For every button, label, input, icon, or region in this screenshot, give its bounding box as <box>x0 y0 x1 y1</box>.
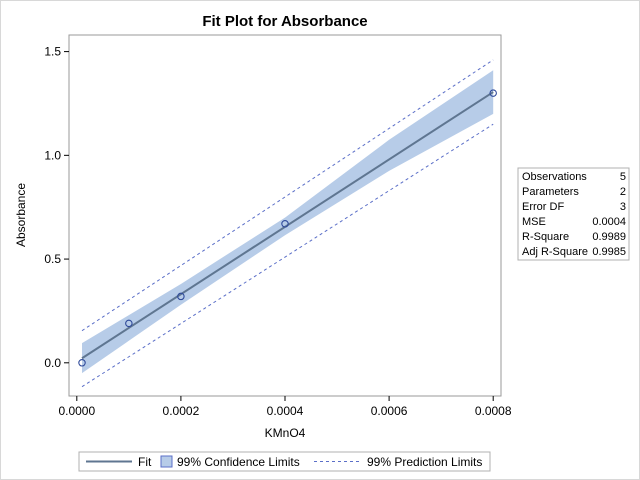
stat-value: 3 <box>620 201 626 213</box>
stat-value: 0.0004 <box>592 216 626 228</box>
legend: Fit 99% Confidence Limits 99% Prediction… <box>78 451 491 472</box>
stat-value: 0.9989 <box>592 231 626 243</box>
stat-label: R-Square <box>522 231 569 243</box>
y-axis: 0.0 0.5 1.0 1.5 <box>44 45 69 370</box>
stat-label: Observations <box>522 171 587 183</box>
legend-prediction-label: 99% Prediction Limits <box>367 455 482 469</box>
data-point <box>281 220 289 228</box>
x-axis: 0.0000 0.0002 0.0004 0.0006 0.0008 <box>58 396 512 418</box>
prediction-limit-lower <box>81 123 494 388</box>
x-tick-label: 0.0008 <box>475 404 512 418</box>
y-tick-label: 0.0 <box>44 356 61 370</box>
x-tick-label: 0.0002 <box>163 404 200 418</box>
y-axis-label: Absorbance <box>14 183 28 247</box>
stat-label: MSE <box>522 216 546 228</box>
legend-confidence-label: 99% Confidence Limits <box>177 455 300 469</box>
y-tick-label: 1.0 <box>44 148 61 162</box>
legend-fit-label: Fit <box>138 455 152 469</box>
data-point <box>489 89 497 97</box>
plot-border <box>68 34 502 397</box>
x-axis-label: KMnO4 <box>265 426 306 440</box>
stat-value: 0.9985 <box>592 246 626 258</box>
stat-label: Parameters <box>522 186 579 198</box>
legend-confidence-swatch <box>160 455 173 468</box>
prediction-limit-upper <box>81 59 494 332</box>
x-tick-label: 0.0004 <box>267 404 304 418</box>
legend-border <box>78 451 491 472</box>
data-point <box>125 319 133 328</box>
stat-value: 2 <box>620 186 626 198</box>
y-tick-label: 1.5 <box>44 45 61 59</box>
x-tick-label: 0.0000 <box>58 404 95 418</box>
data-point <box>78 359 86 367</box>
y-tick-label: 0.5 <box>44 252 61 266</box>
data-points <box>78 89 497 367</box>
chart-title: Fit Plot for Absorbance <box>202 13 367 30</box>
stat-label: Error DF <box>522 201 564 213</box>
x-tick-label: 0.0006 <box>371 404 408 418</box>
stat-label: Adj R-Square <box>522 246 588 258</box>
plot-area <box>68 34 502 397</box>
stat-value: 5 <box>620 171 626 183</box>
stats-table-border <box>517 167 630 261</box>
data-point <box>177 292 185 301</box>
fit-statistics-table: Observations 5 Parameters 2 Error DF 3 MSE 0.00… <box>517 167 630 261</box>
